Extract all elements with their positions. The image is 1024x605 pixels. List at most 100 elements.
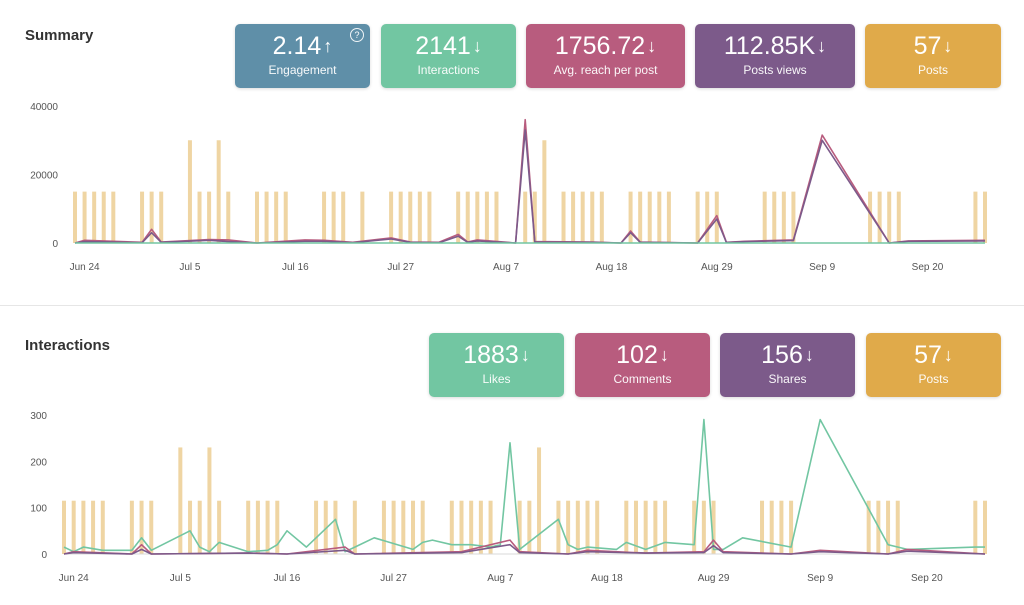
posts-views-label: Posts views — [743, 63, 807, 77]
x-tick-label: Jul 27 — [380, 573, 407, 584]
post-bar — [628, 191, 633, 243]
post-bar — [561, 191, 566, 243]
posts-value: 57 — [913, 32, 942, 60]
post-bar — [896, 191, 901, 243]
shares-card[interactable]: 156 ↓ Shares — [720, 333, 855, 397]
post-bar — [663, 500, 668, 554]
x-tick-label: Aug 18 — [591, 573, 623, 584]
post-bar — [571, 191, 576, 243]
post-bar — [159, 191, 164, 243]
post-bar — [895, 500, 900, 554]
post-bar — [575, 500, 580, 554]
post-bar — [695, 191, 700, 243]
post-bar — [322, 191, 327, 243]
x-tick-label: Jul 5 — [170, 573, 192, 584]
y-tick-label: 100 — [30, 504, 47, 515]
post-bar — [595, 500, 600, 554]
post-bar — [494, 191, 499, 243]
posts-card[interactable]: 57 ↓ Posts — [865, 24, 1001, 88]
x-tick-label: Aug 7 — [487, 573, 514, 584]
arrow-down-icon: ↓ — [817, 36, 827, 56]
series-line-3 — [63, 543, 986, 555]
post-bar — [517, 500, 522, 554]
post-bar — [701, 500, 706, 554]
avg-reach-card[interactable]: 1756.72 ↓ Avg. reach per post — [526, 24, 685, 88]
series-line-1 — [63, 418, 985, 553]
post-bar — [408, 191, 413, 243]
x-tick-label: Jul 16 — [274, 573, 301, 584]
post-bar — [188, 500, 193, 554]
post-bar — [275, 500, 280, 554]
post-bar — [149, 191, 154, 243]
arrow-down-icon: ↓ — [804, 345, 814, 365]
post-bar — [341, 191, 346, 243]
post-bar — [314, 500, 319, 554]
post-bar — [178, 447, 183, 554]
post-bar — [475, 191, 480, 243]
post-bar — [283, 191, 288, 243]
series-line-2 — [74, 129, 986, 244]
post-bar — [274, 191, 279, 243]
post-bar — [129, 500, 134, 554]
post-bar — [868, 191, 873, 243]
post-bar — [711, 500, 716, 554]
avg-reach-label: Avg. reach per post — [553, 63, 658, 77]
x-tick-label: Jul 27 — [387, 262, 414, 273]
summary-chart: 0 20000 40000 Jun 24 Jul 5 Jul 16 Jul 27 Aug 7 A… — [30, 102, 987, 273]
post-bar — [100, 500, 105, 554]
post-bar — [585, 500, 590, 554]
x-tick-label: Aug 29 — [701, 262, 733, 273]
x-tick-label: Sep 9 — [807, 573, 834, 584]
interactions-label: Interactions — [417, 63, 480, 77]
arrow-up-icon: ↑ — [323, 36, 333, 56]
post-bar — [187, 140, 192, 243]
post-bar — [391, 500, 396, 554]
post-bar — [417, 191, 422, 243]
post-bar — [465, 191, 470, 243]
likes-card[interactable]: 1883 ↓ Likes — [429, 333, 564, 397]
post-bar — [62, 500, 66, 554]
post-bar — [653, 500, 658, 554]
post-bar — [523, 191, 528, 243]
help-icon[interactable]: ? — [350, 28, 364, 42]
posts-card[interactable]: 57 ↓ Posts — [866, 333, 1001, 397]
post-bar — [484, 191, 489, 243]
posts-views-card[interactable]: 112.85K ↓ Posts views — [695, 24, 855, 88]
summary-section: Summary 2.14 ↑ Engagement ? 2141 ↓ Interac… — [25, 24, 1001, 273]
y-tick-label: 0 — [41, 550, 47, 561]
arrow-down-icon: ↓ — [659, 345, 669, 365]
post-bar — [449, 500, 454, 554]
post-bar — [389, 191, 394, 243]
post-bar — [647, 191, 652, 243]
engagement-value: 2.14 — [272, 32, 322, 60]
post-bar — [580, 191, 585, 243]
post-bar — [91, 500, 96, 554]
post-bar — [401, 500, 406, 554]
shares-label: Shares — [768, 372, 807, 386]
post-bar — [420, 500, 425, 554]
arrow-down-icon: ↓ — [520, 345, 530, 365]
comments-card[interactable]: 102 ↓ Comments — [575, 333, 710, 397]
post-bar — [73, 191, 77, 243]
post-bar — [705, 191, 710, 243]
post-bar — [255, 500, 260, 554]
post-bar — [101, 191, 106, 243]
post-bar — [139, 500, 144, 554]
post-bar — [149, 500, 154, 554]
post-bar — [427, 191, 432, 243]
post-bar — [333, 500, 338, 554]
y-tick-label: 0 — [52, 239, 58, 250]
interactions-card[interactable]: 2141 ↓ Interactions — [381, 24, 516, 88]
arrow-down-icon: ↓ — [472, 36, 482, 56]
x-tick-label: Jul 5 — [179, 262, 201, 273]
post-bar — [255, 191, 259, 243]
post-bar — [217, 500, 222, 554]
likes-value: 1883 — [463, 341, 519, 369]
post-bar — [866, 500, 871, 554]
engagement-card[interactable]: 2.14 ↑ Engagement ? — [235, 24, 370, 88]
post-bar — [81, 500, 86, 554]
interactions-value: 2141 — [415, 32, 471, 60]
interactions-chart: 0 100 200 300 Jun 24 Jul 5 Jul 16 Jul 27 Aug 7 Au… — [30, 411, 987, 584]
post-bar — [197, 500, 202, 554]
post-bar — [207, 447, 212, 554]
